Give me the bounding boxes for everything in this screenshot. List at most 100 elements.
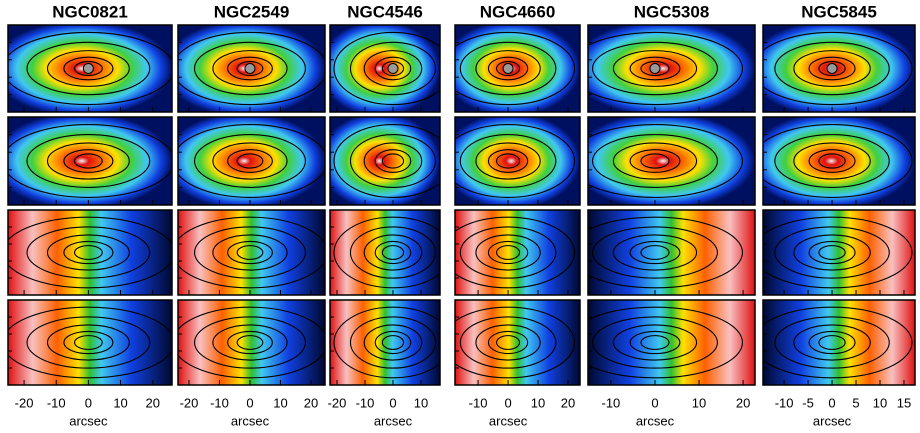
contour	[455, 124, 576, 198]
panel-frame	[177, 116, 326, 206]
contour	[774, 226, 890, 279]
map-panel	[455, 210, 580, 295]
map-panel	[330, 117, 440, 205]
contour	[8, 216, 172, 289]
contour	[26, 316, 151, 369]
contour	[349, 134, 437, 188]
map-image	[8, 300, 172, 385]
x-tick-label: -10	[469, 395, 488, 410]
map-image	[178, 300, 325, 385]
x-tick-label: 10	[692, 395, 706, 410]
contour	[63, 240, 114, 265]
panel-frame	[177, 299, 326, 386]
x-tick-label: 10	[113, 395, 127, 410]
x-tick-label: -20	[180, 395, 199, 410]
contour	[455, 216, 576, 289]
contour	[349, 41, 437, 96]
contour	[459, 226, 557, 279]
contour	[818, 245, 846, 260]
x-tick-label: -10	[602, 395, 621, 410]
contour	[640, 60, 670, 77]
contour	[363, 234, 423, 271]
contour	[193, 41, 306, 96]
panel-title: NGC0821	[52, 2, 128, 21]
x-tick-label: -20	[328, 395, 347, 410]
map-panel	[8, 117, 172, 205]
panel-frame	[762, 299, 916, 386]
panel-frame	[329, 116, 441, 206]
contour	[487, 56, 529, 81]
contour	[793, 50, 871, 87]
panel-frame	[454, 299, 581, 386]
contour	[808, 149, 856, 173]
contour	[74, 153, 103, 169]
map-panel	[455, 25, 580, 112]
contour	[374, 330, 412, 355]
map-image	[588, 117, 755, 205]
map-panel	[763, 210, 915, 295]
map-panel	[178, 210, 325, 295]
map-panel	[763, 117, 915, 205]
contour	[193, 134, 306, 188]
x-tick-label: 20	[145, 395, 159, 410]
contour	[333, 306, 440, 379]
contour	[763, 31, 913, 106]
panel-frame	[177, 209, 326, 296]
x-tick-label: 0	[389, 395, 396, 410]
panel-frame	[7, 116, 173, 206]
contour	[591, 316, 718, 369]
map-panel	[763, 300, 915, 385]
map-panel	[455, 117, 580, 205]
contour	[763, 216, 913, 289]
contour	[818, 335, 846, 350]
x-tick-label: 0	[85, 395, 92, 410]
contour	[193, 316, 306, 369]
panel-frame	[177, 24, 326, 113]
contour	[774, 316, 890, 369]
contour	[46, 50, 130, 87]
contour	[808, 56, 856, 81]
contour	[236, 153, 264, 169]
contour	[381, 153, 405, 169]
map-image	[178, 117, 325, 205]
contour	[26, 134, 151, 188]
map-image	[763, 210, 915, 295]
x-tick-label: 15	[897, 395, 911, 410]
panel-frame	[762, 24, 916, 113]
contour	[612, 50, 698, 87]
panel-frame	[454, 209, 581, 296]
x-tick-label: -10	[47, 395, 66, 410]
contour	[8, 31, 172, 106]
center-mask	[82, 63, 94, 74]
panel-frame	[587, 299, 756, 386]
x-tick-label: 0	[651, 395, 658, 410]
map-image	[8, 117, 172, 205]
map-panel	[178, 300, 325, 385]
panel-frame	[587, 116, 756, 206]
contour	[640, 153, 670, 169]
panel-title: NGC5308	[634, 2, 710, 21]
contour	[212, 234, 288, 271]
contour	[475, 324, 541, 361]
contour	[455, 31, 576, 106]
contour	[363, 142, 423, 180]
contour	[212, 50, 288, 87]
x-tick-label: -10	[356, 395, 375, 410]
map-image	[588, 210, 755, 295]
contour	[349, 226, 437, 279]
contour	[46, 142, 130, 180]
contour	[46, 234, 130, 271]
contour	[236, 335, 264, 350]
contour	[212, 142, 288, 180]
contour	[588, 31, 743, 106]
x-tick-label: 10	[531, 395, 545, 410]
contour	[774, 41, 890, 96]
contour	[227, 240, 273, 265]
contour	[381, 335, 405, 350]
contour	[487, 149, 529, 173]
panel-frame	[762, 209, 916, 296]
contour	[629, 240, 681, 265]
contour	[178, 124, 325, 198]
contour	[227, 56, 273, 81]
